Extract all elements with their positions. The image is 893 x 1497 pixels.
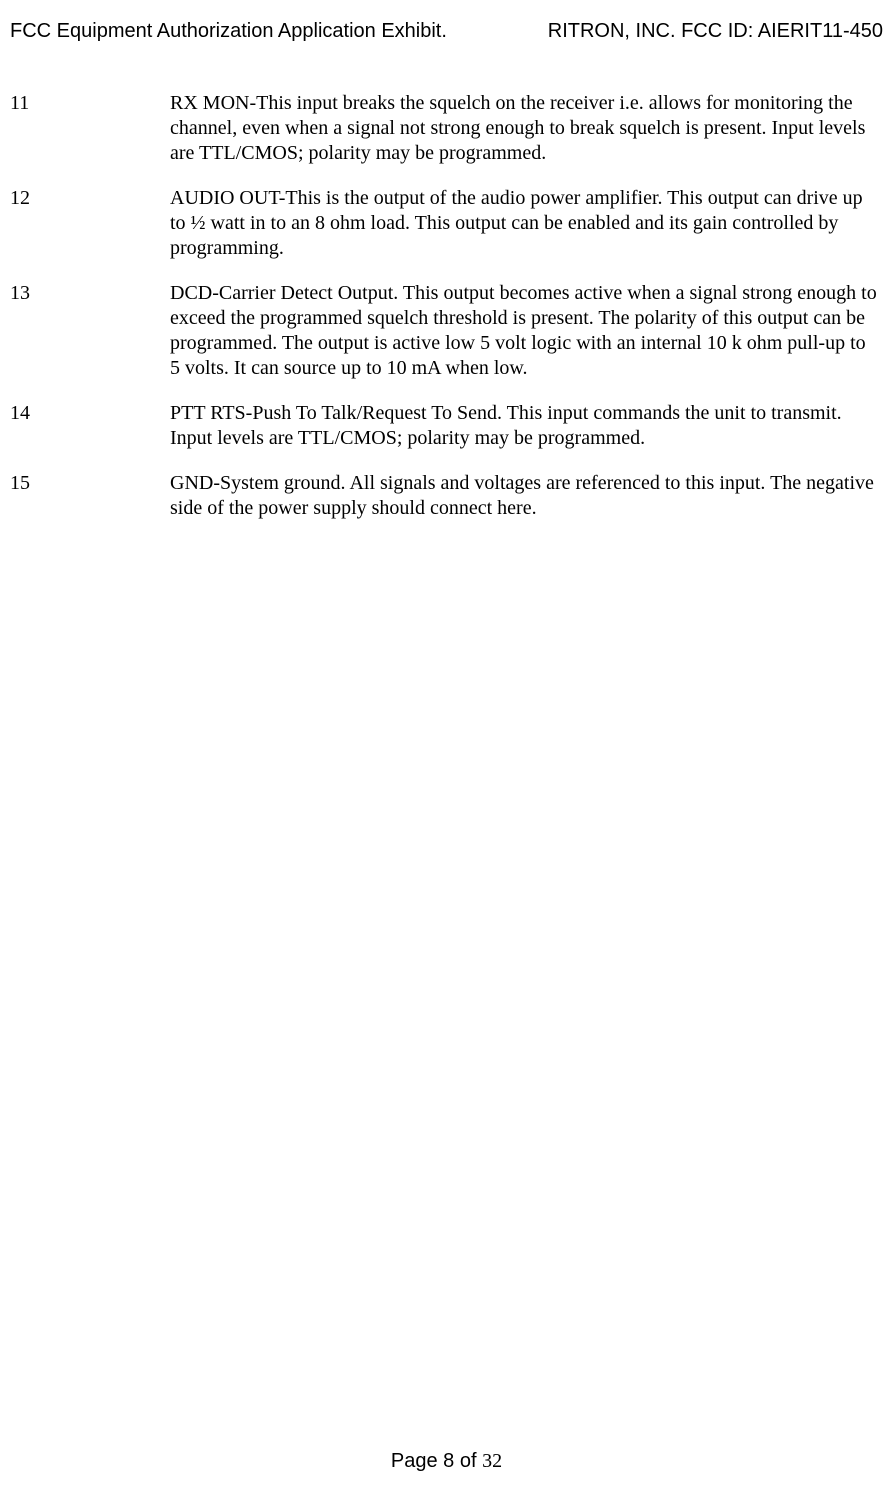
pin-number: 12: [10, 186, 170, 261]
pin-entry: 15 GND-System ground. All signals and vo…: [10, 471, 883, 521]
pin-definitions-list: 11 RX MON-This input breaks the squelch …: [10, 91, 883, 521]
pin-description: DCD-Carrier Detect Output. This output b…: [170, 281, 883, 381]
pin-entry: 11 RX MON-This input breaks the squelch …: [10, 91, 883, 166]
page-header: FCC Equipment Authorization Application …: [10, 20, 883, 43]
pin-entry: 13 DCD-Carrier Detect Output. This outpu…: [10, 281, 883, 381]
pin-description: PTT RTS-Push To Talk/Request To Send. Th…: [170, 401, 883, 451]
pin-entry: 14 PTT RTS-Push To Talk/Request To Send.…: [10, 401, 883, 451]
page-footer: Page 8 of 32: [0, 1450, 893, 1473]
pin-number: 13: [10, 281, 170, 381]
pin-number: 14: [10, 401, 170, 451]
pin-description: RX MON-This input breaks the squelch on …: [170, 91, 883, 166]
header-right-text: RITRON, INC. FCC ID: AIERIT11-450: [548, 20, 883, 43]
pin-entry: 12 AUDIO OUT-This is the output of the a…: [10, 186, 883, 261]
footer-page-total: 32: [482, 1450, 502, 1472]
pin-number: 15: [10, 471, 170, 521]
pin-description: GND-System ground. All signals and volta…: [170, 471, 883, 521]
footer-page-prefix: Page 8 of: [391, 1450, 482, 1472]
header-left-text: FCC Equipment Authorization Application …: [10, 20, 447, 43]
page-container: FCC Equipment Authorization Application …: [0, 0, 893, 1497]
pin-number: 11: [10, 91, 170, 166]
pin-description: AUDIO OUT-This is the output of the audi…: [170, 186, 883, 261]
